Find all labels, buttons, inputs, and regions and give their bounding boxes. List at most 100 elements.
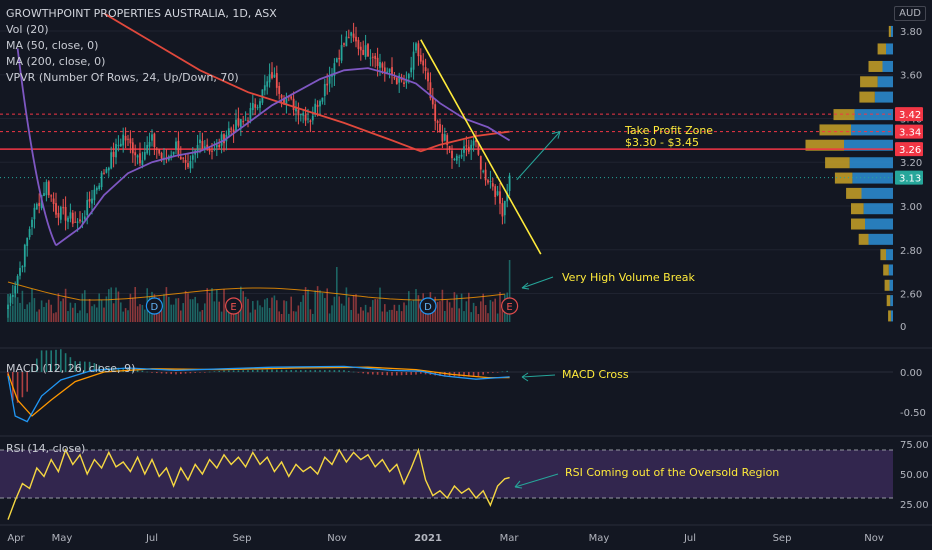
time-tick-label: Mar	[500, 533, 520, 544]
candle-body	[371, 56, 374, 58]
macd-histogram-bar	[285, 369, 288, 372]
volume-bar	[199, 311, 201, 322]
macd-histogram-bar	[36, 358, 38, 372]
volume-bar	[460, 293, 463, 322]
volume-bar	[204, 303, 206, 322]
volume-bar	[230, 307, 232, 322]
price-badge	[895, 107, 923, 122]
trendline	[420, 39, 542, 255]
macd-histogram-bar	[362, 372, 364, 374]
candle-body	[242, 121, 245, 123]
volume-bar	[304, 287, 307, 322]
candle-body	[369, 57, 372, 59]
price-badge	[895, 124, 923, 139]
macd-histogram-bar	[333, 370, 336, 372]
volume-bar	[160, 310, 163, 322]
currency-button[interactable]: AUD	[894, 6, 926, 21]
volume-bar	[268, 307, 271, 322]
volume-bar	[249, 312, 252, 322]
candle-body	[9, 296, 12, 303]
macd-histogram-bar	[309, 370, 312, 372]
candle-body	[155, 148, 158, 150]
candle-body	[175, 141, 177, 150]
macd-histogram-bar	[21, 372, 24, 398]
candle-body	[393, 77, 396, 79]
candle-body	[398, 75, 401, 83]
volume-bar	[400, 311, 403, 322]
candle-body	[91, 198, 93, 204]
candle-body	[148, 141, 151, 147]
candle-body	[50, 195, 53, 197]
candle-body	[292, 98, 295, 111]
candle-body	[350, 32, 353, 36]
volume-bar	[12, 305, 14, 322]
legend-title: GROWTHPOINT PROPERTIES AUSTRALIA, 1D, AS…	[6, 7, 277, 20]
candle-body	[122, 134, 125, 146]
candle-body	[35, 203, 38, 210]
price-tick-label: 3.20	[900, 158, 922, 169]
candle-body	[259, 101, 261, 108]
candle-body	[429, 82, 432, 99]
candle-body	[343, 43, 345, 45]
volume-bar	[326, 288, 328, 322]
volume-bar	[141, 305, 144, 322]
volume-bar	[321, 292, 324, 322]
macd-histogram-bar	[381, 372, 384, 376]
macd-histogram-bar	[156, 372, 158, 374]
volume-bar	[86, 313, 88, 322]
candle-body	[467, 146, 470, 152]
candle-body	[227, 128, 230, 136]
candle-body	[95, 187, 98, 191]
dividend-marker	[145, 297, 163, 315]
candle-body	[16, 276, 19, 285]
candle-body	[86, 200, 89, 216]
macd-histogram-bar	[228, 370, 230, 372]
volume-bar	[76, 313, 79, 322]
volume-bar	[345, 287, 348, 322]
volume-bar	[225, 304, 228, 322]
vpvr-bar-down	[834, 172, 853, 184]
volume-bar	[340, 303, 343, 322]
macd-histogram-bar	[477, 372, 480, 377]
volume-bar	[410, 301, 412, 322]
candle-body	[407, 74, 410, 79]
candle-body	[189, 161, 192, 169]
volume-bar	[295, 311, 297, 322]
volume-bar	[115, 287, 117, 322]
volume-bar	[38, 309, 40, 322]
candle-body	[403, 82, 405, 85]
volume-bar	[297, 305, 300, 322]
volume-bar	[57, 293, 60, 322]
candle-body	[470, 144, 473, 150]
macd-histogram-bar	[213, 371, 216, 372]
macd-histogram-bar	[304, 370, 307, 372]
candle-body	[345, 36, 348, 47]
volume-bar	[74, 303, 76, 322]
marker-label: E	[230, 302, 236, 313]
candle-body	[47, 181, 50, 196]
candle-body	[107, 167, 110, 171]
price-tick-label: 3.80	[900, 27, 922, 38]
macd-histogram-bar	[112, 367, 115, 372]
time-tick-label: Sep	[773, 533, 792, 544]
volume-bar	[52, 313, 55, 322]
candle-body	[249, 108, 252, 121]
candle-body	[237, 118, 240, 126]
vpvr-bar-down	[859, 91, 875, 103]
vpvr-bar-up	[849, 157, 893, 169]
candle-body	[172, 151, 175, 155]
candle-body	[477, 142, 480, 155]
volume-bar	[420, 303, 422, 322]
volume-bar	[487, 313, 489, 322]
candle-body	[191, 155, 194, 160]
macd-histogram-bar	[314, 370, 316, 372]
candle-body	[443, 134, 446, 141]
candle-body	[11, 294, 14, 297]
volume-bar	[271, 297, 273, 322]
volume-bar	[492, 301, 494, 322]
vpvr-bar-up	[868, 233, 893, 245]
candle-body	[184, 159, 187, 163]
candle-body	[482, 170, 485, 172]
candle-body	[21, 266, 24, 268]
macd-histogram-bar	[463, 372, 465, 377]
